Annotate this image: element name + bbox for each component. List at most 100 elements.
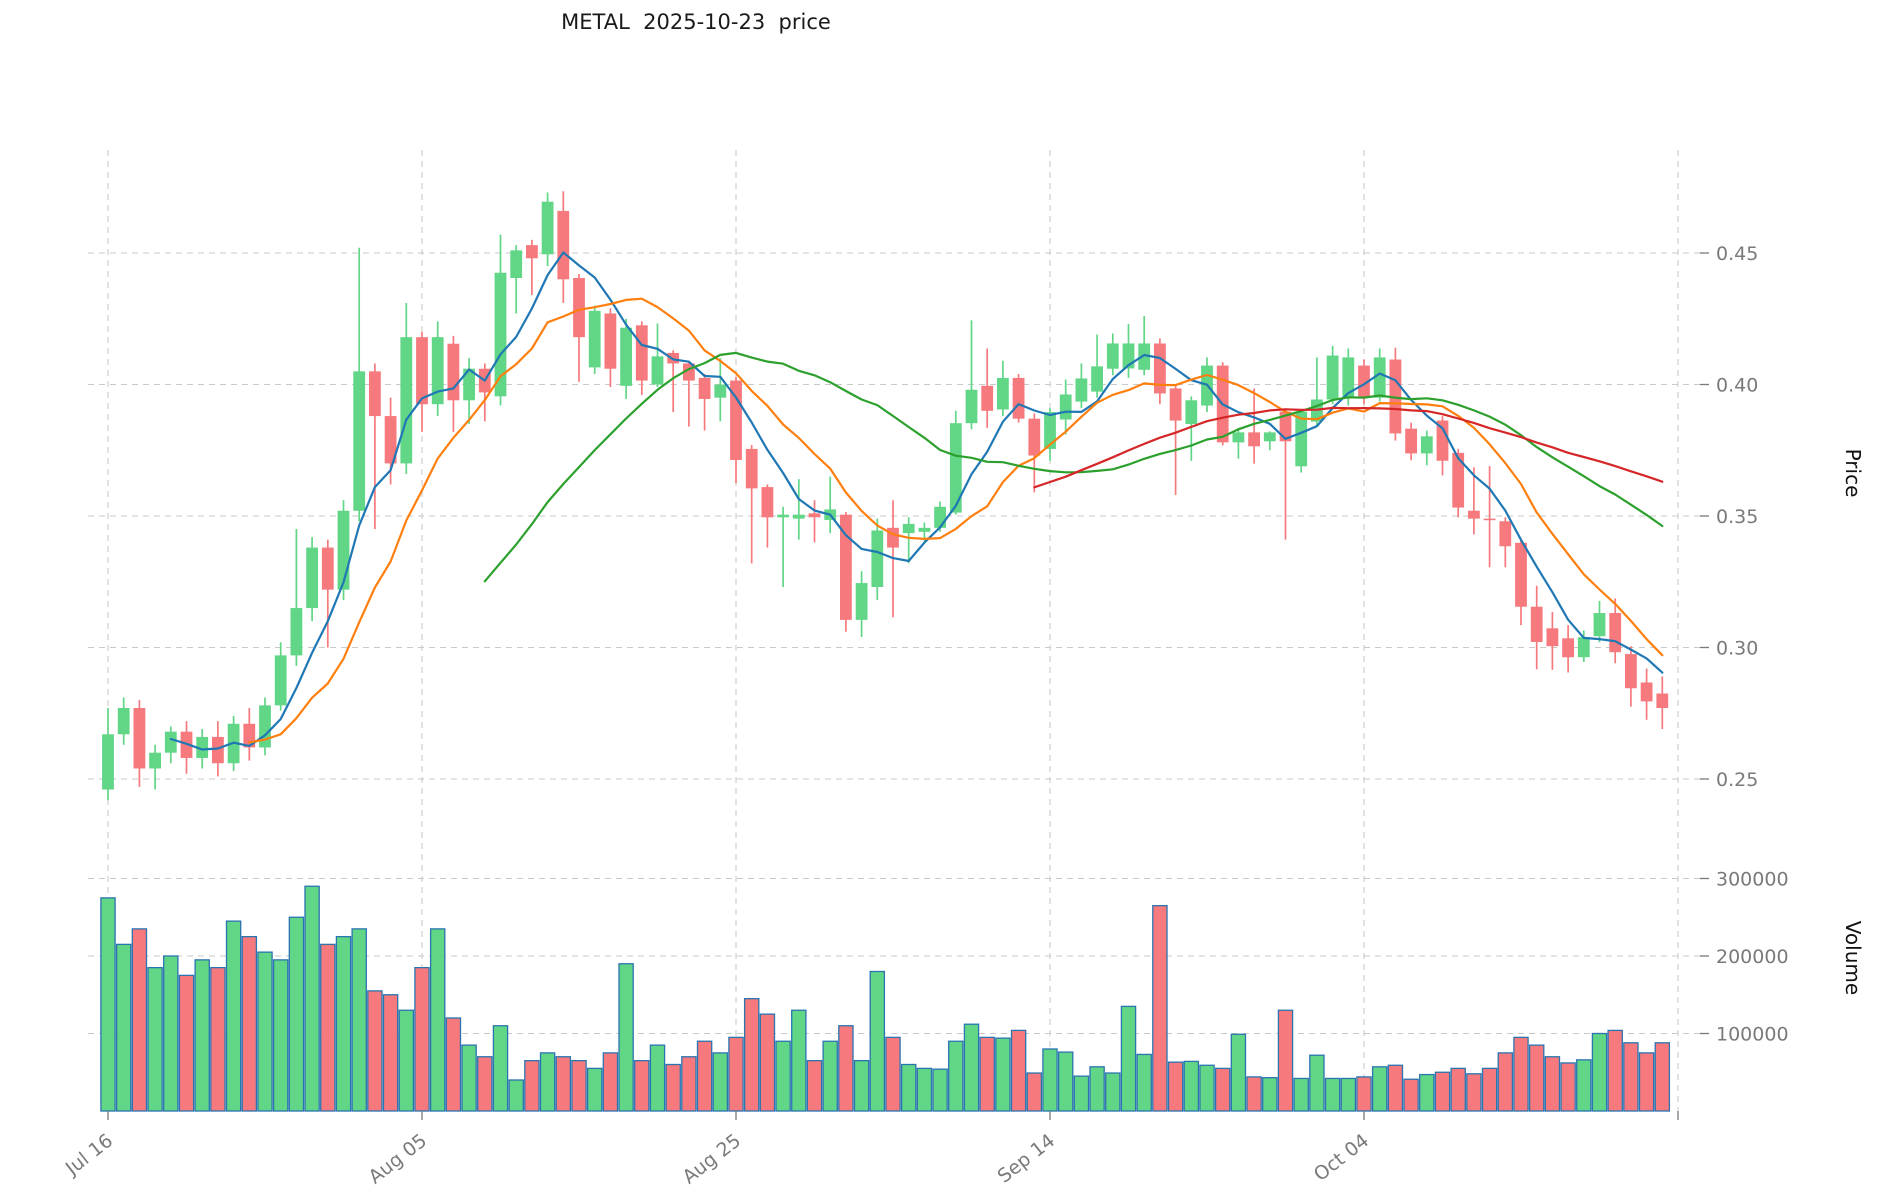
candle-body bbox=[730, 380, 742, 460]
volume-bar bbox=[696, 1040, 713, 1112]
volume-bar bbox=[414, 966, 430, 1112]
volume-bar bbox=[1152, 904, 1168, 1112]
candle-body bbox=[1483, 518, 1496, 521]
date-tick-label: Jul 16 bbox=[61, 1130, 117, 1181]
candle-body bbox=[1515, 542, 1527, 607]
candle-body bbox=[761, 487, 774, 518]
candle-body bbox=[683, 363, 695, 381]
candle-body bbox=[133, 707, 146, 769]
candle-body bbox=[526, 245, 538, 259]
volume-bar bbox=[681, 1056, 697, 1112]
volume-bar bbox=[1419, 1073, 1435, 1112]
candle-body bbox=[887, 527, 899, 548]
volume-bar bbox=[508, 1079, 524, 1112]
volume-bar bbox=[1105, 1072, 1121, 1112]
volume-bar bbox=[1623, 1042, 1639, 1112]
candle-body bbox=[259, 705, 271, 748]
volume-bar bbox=[1340, 1077, 1357, 1112]
volume-bar bbox=[1387, 1064, 1404, 1112]
candle-body bbox=[243, 723, 256, 748]
candle-body bbox=[416, 337, 428, 405]
date-tick-label: Sep 14 bbox=[994, 1130, 1060, 1188]
volume-bar bbox=[806, 1059, 823, 1112]
volume-axis-title: Volume bbox=[1841, 921, 1865, 995]
volume-bar bbox=[1356, 1076, 1372, 1112]
volume-bar bbox=[900, 1063, 917, 1112]
candle-body bbox=[840, 514, 852, 620]
price-tick-label: 0.25 bbox=[1716, 769, 1758, 791]
volume-bar bbox=[1654, 1042, 1671, 1112]
candle-body bbox=[1169, 388, 1182, 421]
price-tick-label: 0.35 bbox=[1716, 506, 1758, 528]
volume-bar bbox=[1403, 1078, 1419, 1112]
candle-body bbox=[1640, 682, 1653, 702]
volume-bar bbox=[838, 1025, 854, 1112]
candle-body bbox=[714, 384, 727, 398]
volume-bar bbox=[1073, 1075, 1090, 1112]
candle-body bbox=[808, 513, 821, 518]
chart-title: METAL 2025-10-23 price bbox=[561, 10, 831, 34]
volume-bar bbox=[1638, 1052, 1655, 1112]
candle-body bbox=[557, 210, 570, 280]
volume-bar bbox=[1434, 1071, 1451, 1112]
volume-bar bbox=[948, 1040, 964, 1112]
candle-body bbox=[1468, 510, 1480, 519]
volume-bar bbox=[131, 928, 148, 1112]
candle-body bbox=[274, 655, 287, 706]
volume-bar bbox=[115, 943, 132, 1112]
volume-bar bbox=[1214, 1067, 1231, 1112]
candle-body bbox=[604, 313, 617, 369]
volume-bar bbox=[1371, 1066, 1388, 1112]
candle-body bbox=[792, 514, 805, 519]
candle-body bbox=[1122, 343, 1135, 369]
volume-bar bbox=[1262, 1077, 1278, 1112]
volume-bar bbox=[932, 1068, 948, 1112]
date-tick-label: Aug 05 bbox=[364, 1130, 431, 1189]
volume-bar bbox=[649, 1044, 666, 1112]
volume-bar bbox=[665, 1063, 681, 1112]
volume-bar bbox=[1324, 1077, 1341, 1112]
volume-bar bbox=[995, 1037, 1011, 1112]
candle-body bbox=[1546, 628, 1559, 647]
ma-line-ma60 bbox=[1033, 406, 1664, 489]
ma-line-ma25 bbox=[483, 351, 1664, 583]
volume-bar bbox=[524, 1059, 540, 1112]
candle-body bbox=[965, 389, 978, 424]
candle-body bbox=[1577, 637, 1590, 658]
volume-bar bbox=[728, 1036, 744, 1112]
candle-body bbox=[212, 736, 224, 764]
candle-body bbox=[1499, 521, 1512, 547]
ma-line-ma5 bbox=[169, 251, 1664, 751]
candle-body bbox=[902, 523, 915, 534]
volume-bar bbox=[477, 1056, 493, 1112]
volume-bar bbox=[445, 1017, 462, 1112]
candle-body bbox=[117, 707, 130, 735]
candle-body bbox=[1044, 412, 1056, 449]
volume-bar bbox=[241, 935, 258, 1112]
volume-bar bbox=[1057, 1051, 1074, 1112]
candle-body bbox=[1185, 400, 1198, 424]
volume-bar bbox=[1199, 1064, 1215, 1112]
volume-layer bbox=[100, 885, 1671, 1112]
volume-bar bbox=[1481, 1067, 1498, 1112]
candle-body bbox=[698, 377, 711, 399]
candle-body bbox=[463, 368, 475, 401]
volume-bar bbox=[1136, 1053, 1152, 1112]
volume-bar bbox=[367, 990, 383, 1112]
candle-body bbox=[369, 371, 381, 417]
volume-tick-label: 100000 bbox=[1716, 1024, 1789, 1046]
volume-bar bbox=[1042, 1048, 1058, 1112]
volume-bar bbox=[916, 1067, 933, 1112]
candle-body bbox=[290, 608, 303, 656]
volume-bar bbox=[382, 994, 399, 1112]
volume-bar bbox=[492, 1025, 509, 1112]
candle-body bbox=[1358, 365, 1370, 398]
volume-bar bbox=[853, 1059, 870, 1112]
volume-bar bbox=[398, 1009, 415, 1112]
volume-bar bbox=[586, 1067, 603, 1112]
candle-body bbox=[1373, 357, 1386, 398]
volume-tick-label: 300000 bbox=[1716, 869, 1789, 891]
candle-body bbox=[573, 277, 585, 338]
volume-bar bbox=[618, 963, 634, 1112]
